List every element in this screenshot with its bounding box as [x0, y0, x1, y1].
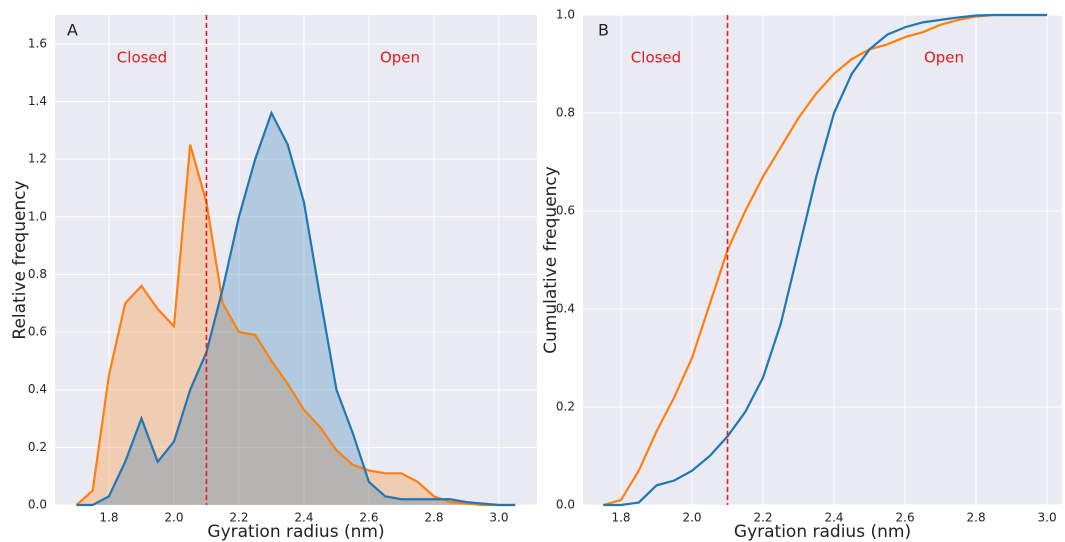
annotation: Open — [924, 49, 964, 67]
x-tick-label: 2.6 — [359, 511, 378, 525]
line — [603, 13, 1048, 507]
annotation: Closed — [117, 49, 167, 67]
x-tick-label: 3.0 — [1038, 511, 1057, 525]
y-tick-label: 1.6 — [28, 36, 47, 50]
panel-label: A — [67, 21, 78, 40]
y-axis-label: Relative frequency — [10, 180, 30, 339]
x-tick-label: 2.2 — [229, 511, 248, 525]
x-tick-label: 2.6 — [896, 511, 915, 525]
x-axis-label: Gyration radius (nm) — [207, 522, 384, 542]
annotation: Closed — [631, 49, 681, 67]
area — [76, 144, 516, 505]
area — [76, 113, 516, 505]
y-tick-label: 1.0 — [28, 209, 47, 223]
y-tick-label: 0.0 — [28, 498, 47, 512]
panel-label: B — [598, 21, 609, 40]
x-tick-label: 2.4 — [824, 511, 843, 525]
y-tick-label: 0.2 — [556, 400, 575, 414]
x-tick-label: 2.0 — [682, 511, 701, 525]
y-tick-label: 0.6 — [556, 204, 575, 218]
y-tick-label: 1.0 — [556, 8, 575, 22]
x-tick-label: 3.0 — [489, 511, 508, 525]
y-tick-label: 0.0 — [556, 498, 575, 512]
y-tick-label: 0.2 — [28, 440, 47, 454]
x-tick-label: 2.4 — [294, 511, 313, 525]
y-tick-label: 0.8 — [556, 106, 575, 120]
x-axis-label: Gyration radius (nm) — [734, 522, 911, 542]
y-tick-label: 0.6 — [28, 325, 47, 339]
plot-background — [55, 15, 537, 505]
plot-background — [583, 15, 1062, 505]
y-tick-label: 0.4 — [28, 382, 47, 396]
y-tick-label: 1.4 — [28, 94, 47, 108]
line — [602, 13, 1048, 507]
x-tick-label: 2.0 — [164, 511, 183, 525]
x-tick-label: 2.8 — [967, 511, 986, 525]
x-tick-label: 1.8 — [99, 511, 118, 525]
line — [76, 110, 516, 507]
y-axis-label: Cumulative frequency — [541, 166, 561, 354]
x-tick-label: 2.8 — [424, 511, 443, 525]
x-tick-label: 2.2 — [753, 511, 772, 525]
y-tick-label: 0.4 — [556, 302, 575, 316]
annotation: Open — [380, 49, 420, 67]
y-tick-label: 0.8 — [28, 267, 47, 281]
y-tick-label: 1.2 — [28, 152, 47, 166]
x-tick-label: 1.8 — [611, 511, 630, 525]
